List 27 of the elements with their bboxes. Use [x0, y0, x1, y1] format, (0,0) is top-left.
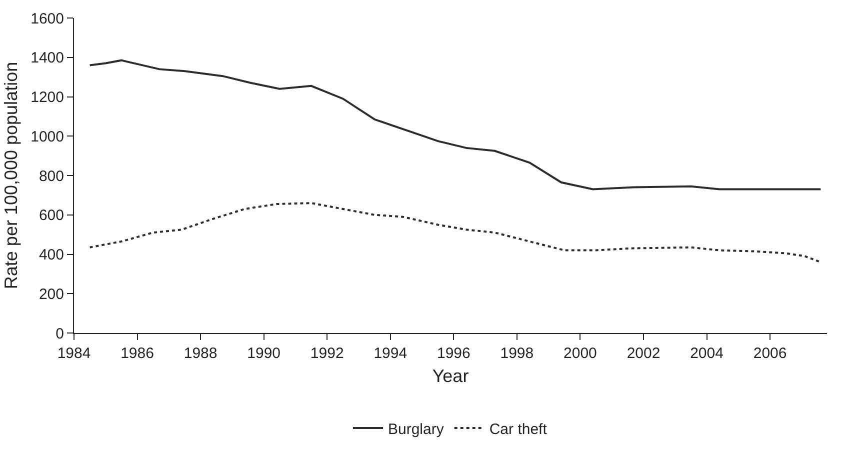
legend-label: Burglary: [388, 420, 444, 438]
x-tick-label: 2002: [626, 345, 660, 362]
y-axis-title: Rate per 100,000 population: [0, 62, 21, 290]
y-tick-label: 200: [38, 286, 64, 303]
legend-label: Car theft: [489, 420, 548, 438]
y-tick-label: 800: [38, 168, 64, 185]
x-tick-label: 2006: [753, 345, 787, 362]
x-tick-label: 1996: [436, 345, 470, 362]
x-tick-label: 1992: [310, 345, 344, 362]
y-tick-label: 1600: [30, 10, 64, 28]
x-tick-label: 2004: [690, 345, 724, 362]
x-tick-label: 1984: [57, 345, 91, 362]
y-tick-label: 1000: [30, 128, 64, 146]
line-series: [88, 202, 822, 264]
x-axis-title: Year: [432, 366, 469, 386]
y-tick-label: 1200: [30, 89, 64, 106]
y-tick-label: 400: [38, 246, 64, 264]
x-tick-label: 1994: [374, 345, 408, 362]
x-tick-label: 1986: [120, 345, 154, 362]
x-tick-label: 2000: [564, 345, 597, 362]
y-tick-label: 600: [38, 207, 64, 224]
x-tick-label: 1990: [247, 345, 281, 362]
x-tick-label: 1988: [184, 345, 218, 362]
x-tick-label: 1998: [500, 345, 534, 362]
y-tick-label: 0: [56, 325, 64, 342]
y-tick-label: 1400: [30, 50, 64, 67]
line-series: [88, 59, 822, 190]
